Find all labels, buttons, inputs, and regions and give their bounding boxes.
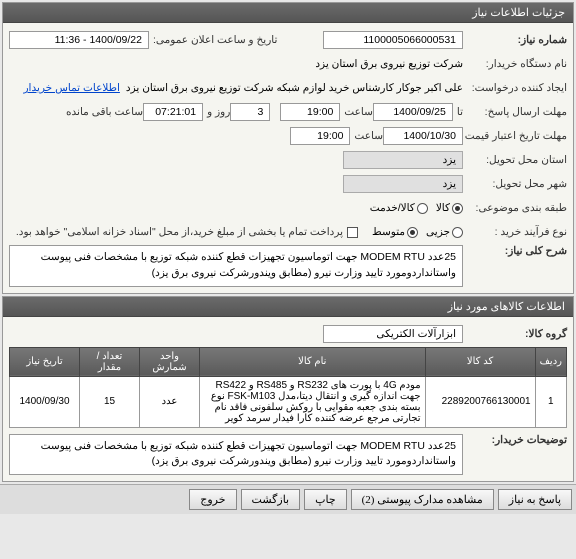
radio-icon xyxy=(452,203,463,214)
remain-time: 07:21:01 xyxy=(143,103,203,121)
cat-radio-goods-label: کالا xyxy=(436,202,450,214)
respond-button[interactable]: پاسخ به نیاز xyxy=(498,489,572,510)
cat-radio-service[interactable]: کالا/خدمت xyxy=(370,202,428,214)
group-label: گروه کالا: xyxy=(467,328,567,340)
buyer-notes-label: توضیحات خریدار: xyxy=(467,434,567,446)
radio-icon xyxy=(407,227,418,238)
creator-label: ایجاد کننده درخواست: xyxy=(467,82,567,94)
cell-code: 2289200766130001 xyxy=(425,376,535,427)
table-row[interactable]: 1 2289200766130001 مودم 4G با پورت های R… xyxy=(10,376,567,427)
print-button[interactable]: چاپ xyxy=(304,489,347,510)
pay-checkbox[interactable] xyxy=(347,227,358,238)
process-radio-partial-label: جزیی xyxy=(426,226,450,238)
cell-name: مودم 4G با پورت های RS232 و RS485 و RS42… xyxy=(200,376,426,427)
items-panel: اطلاعات کالاهای مورد نیاز گروه کالا: ابز… xyxy=(2,296,574,483)
tender-loc-label: استان محل تحویل: xyxy=(467,154,567,166)
pay-chk-label: پرداخت تمام یا بخشی از مبلغ خرید،از محل … xyxy=(16,226,343,238)
announce-value: 1400/09/22 - 11:36 xyxy=(9,31,149,49)
process-radio-medium-label: متوسط xyxy=(372,226,405,238)
col-unit: واحد شمارش xyxy=(140,347,200,376)
process-radio-group: جزیی متوسط xyxy=(372,226,463,238)
panel2-body: گروه کالا: ابزارآلات الکتریکی سامانه تدا… xyxy=(3,317,573,482)
items-table: ردیف کد کالا نام کالا واحد شمارش تعداد /… xyxy=(9,347,567,428)
remain-days: 3 xyxy=(230,103,270,121)
cat-radio-group: کالا کالا/خدمت xyxy=(370,202,463,214)
time-label-1: ساعت xyxy=(344,106,373,118)
group-value: ابزارآلات الکتریکی xyxy=(323,325,463,343)
cat-radio-goods[interactable]: کالا xyxy=(436,202,463,214)
need-desc-label: شرح کلی نیاز: xyxy=(467,245,567,257)
back-button[interactable]: بازگشت xyxy=(241,489,301,510)
radio-icon xyxy=(417,203,428,214)
cat-radio-service-label: کالا/خدمت xyxy=(370,202,415,214)
deadline-date: 1400/09/25 xyxy=(373,103,453,121)
panel1-body: شماره نیاز: 1100005066000531 تاریخ و ساع… xyxy=(3,23,573,293)
col-date: تاریخ نیاز xyxy=(10,347,80,376)
buyer-notes-box: 25عدد MODEM RTU جهت اتوماسیون تجهیزات قط… xyxy=(9,434,463,476)
cat-label: طبقه بندی موضوعی: xyxy=(467,202,567,214)
expire-label: مهلت تاریخ اعتبار قیمت تا تاریخ: xyxy=(467,130,567,142)
remain-suffix: ساعت باقی مانده xyxy=(66,106,143,118)
process-radio-partial[interactable]: جزیی xyxy=(426,226,463,238)
col-qty: تعداد / مقدار xyxy=(80,347,140,376)
col-row: ردیف xyxy=(535,347,566,376)
tender-loc-value: یزد xyxy=(343,151,463,169)
expire-date: 1400/10/30 xyxy=(383,127,463,145)
col-name: نام کالا xyxy=(200,347,426,376)
need-no-label: شماره نیاز: xyxy=(467,34,567,46)
city-loc-label: شهر محل تحویل: xyxy=(467,178,567,190)
cell-qty: 15 xyxy=(80,376,140,427)
panel2-header: اطلاعات کالاهای مورد نیاز xyxy=(3,297,573,317)
deadline-label: مهلت ارسال پاسخ: xyxy=(467,106,567,118)
buyer-label: نام دستگاه خریدار: xyxy=(467,58,567,70)
cell-date: 1400/09/30 xyxy=(10,376,80,427)
need-desc-box: 25عدد MODEM RTU جهت اتوماسیون تجهیزات قط… xyxy=(9,245,463,287)
time-label-2: ساعت xyxy=(354,130,383,142)
buyer-value: شرکت توزیع نیروی برق استان یزد xyxy=(315,58,463,70)
panel1-header: جزئیات اطلاعات نیاز xyxy=(3,3,573,23)
col-code: کد کالا xyxy=(425,347,535,376)
contact-link[interactable]: اطلاعات تماس خریدار xyxy=(23,82,119,94)
attachments-button[interactable]: مشاهده مدارک پیوستی (2) xyxy=(351,489,494,510)
cell-row: 1 xyxy=(535,376,566,427)
process-radio-medium[interactable]: متوسط xyxy=(372,226,418,238)
radio-icon xyxy=(452,227,463,238)
deadline-time: 19:00 xyxy=(280,103,340,121)
need-no-value: 1100005066000531 xyxy=(323,31,463,49)
announce-label: تاریخ و ساعت اعلان عمومی: xyxy=(153,34,277,46)
cell-unit: عدد xyxy=(140,376,200,427)
need-details-panel: جزئیات اطلاعات نیاز شماره نیاز: 11000050… xyxy=(2,2,574,294)
exit-button[interactable]: خروج xyxy=(189,489,236,510)
day-and-label: روز و xyxy=(207,106,230,118)
process-label: نوع فرآیند خرید : xyxy=(467,226,567,238)
creator-value: علی اکبر جوکار کارشناس خرید لوازم شبکه ش… xyxy=(126,82,463,94)
footer-buttons: پاسخ به نیاز مشاهده مدارک پیوستی (2) چاپ… xyxy=(0,484,576,514)
deadline-to: تا xyxy=(457,106,463,118)
city-loc-value: یزد xyxy=(343,175,463,193)
table-header-row: ردیف کد کالا نام کالا واحد شمارش تعداد /… xyxy=(10,347,567,376)
expire-time: 19:00 xyxy=(290,127,350,145)
